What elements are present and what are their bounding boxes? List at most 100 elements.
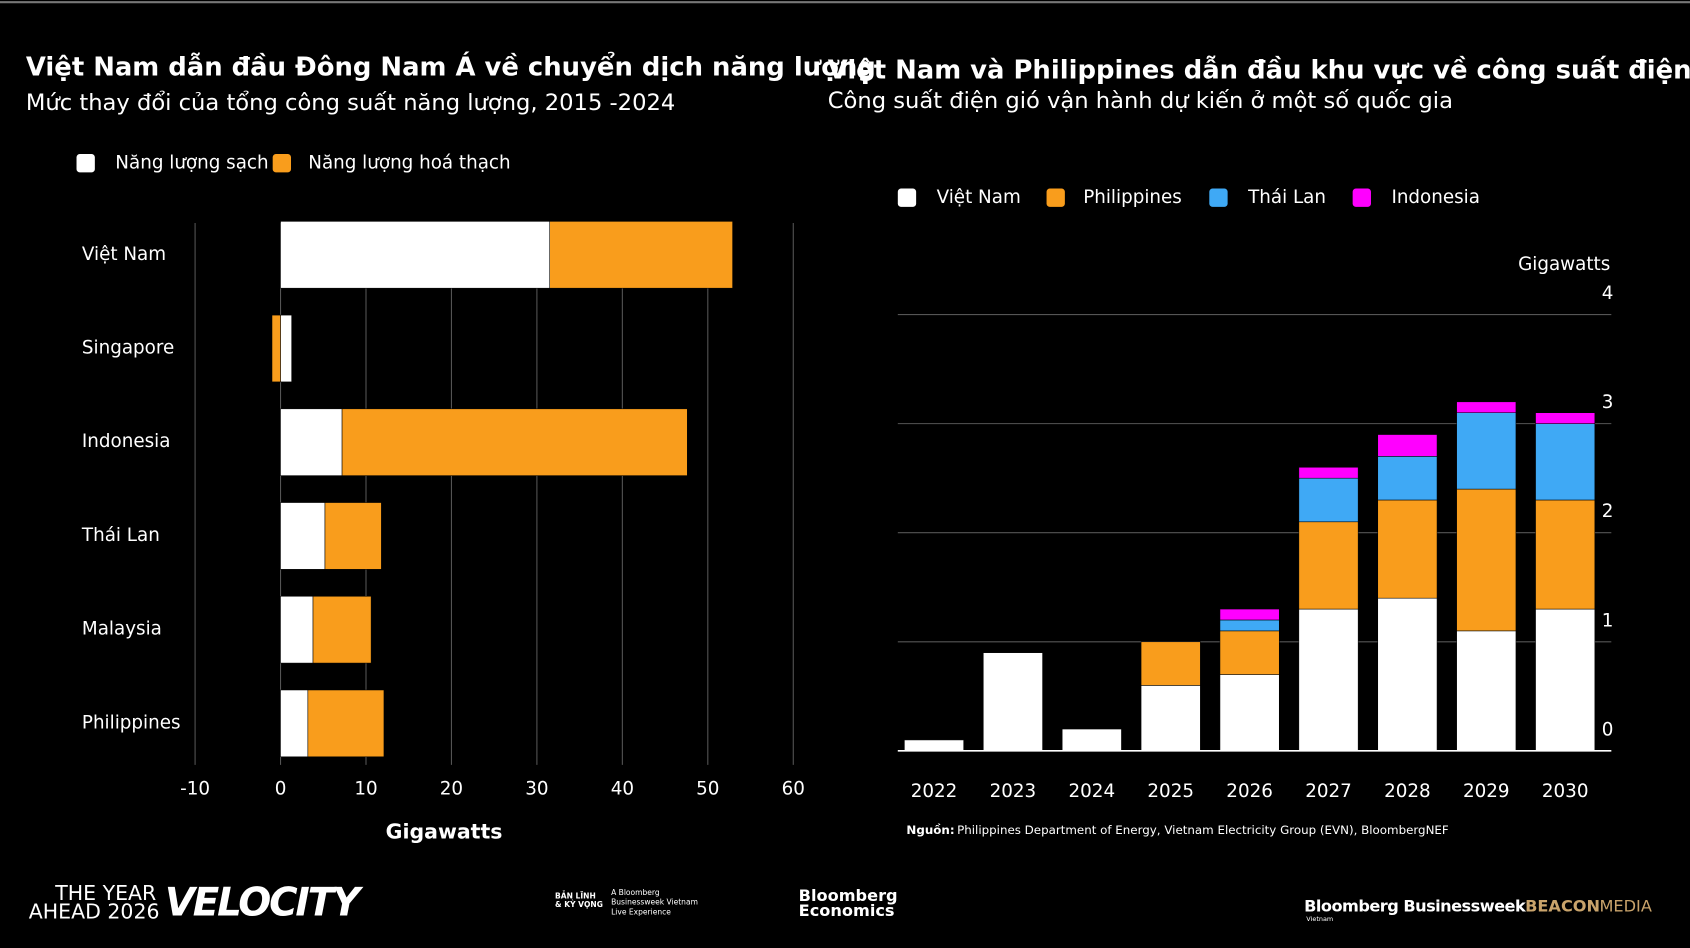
legend-swatch: [272, 154, 292, 173]
bar-segment: [280, 314, 292, 383]
y-tick-label: Indonesia: [82, 431, 171, 452]
bar-segment: [904, 739, 964, 752]
bar-segment: [1219, 608, 1280, 621]
y-tick-label: Thái Lan: [81, 525, 160, 546]
event-line: THE YEAR: [54, 881, 156, 905]
chart-subtitle: Mức thay đổi của tổng công suất năng lượ…: [26, 90, 675, 116]
bar-segment: [1298, 521, 1359, 610]
y-tick-label: 4: [1602, 283, 1614, 304]
bar-segment: [1140, 641, 1201, 686]
bar-segment: [1456, 412, 1517, 490]
event-line: AHEAD 2026: [29, 899, 160, 923]
x-tick-label: 2027: [1305, 781, 1352, 802]
economics-logo: Bloomberg: [799, 886, 898, 905]
beacon-logo: BEACON: [1525, 897, 1600, 916]
event-name: VELOCITY: [165, 880, 364, 925]
bar-segment: [1535, 412, 1596, 424]
legend-label: Năng lượng sạch: [115, 153, 268, 174]
bar-segment: [1298, 477, 1359, 523]
bar-segment: [1377, 499, 1438, 599]
bar-segment: [307, 689, 385, 758]
businessweek-logo: Bloomberg Businessweek: [1304, 897, 1527, 916]
bar-segment: [271, 314, 281, 383]
bar-segment: [1219, 630, 1280, 675]
y-axis-label: Gigawatts: [1518, 254, 1610, 275]
chart-title: Việt Nam dẫn đầu Đông Nam Á về chuyển dị…: [26, 49, 876, 82]
bar-segment: [1377, 597, 1438, 752]
businessweek-sub: Vietnam: [1306, 915, 1333, 923]
x-tick-label: 10: [354, 779, 377, 800]
experience: A Bloomberg: [611, 888, 660, 897]
legend-label: Việt Nam: [937, 187, 1021, 208]
x-tick-label: 40: [611, 779, 634, 800]
experience: Live Experience: [611, 907, 671, 916]
y-tick-label: 2: [1602, 501, 1614, 522]
bar-segment: [324, 502, 382, 570]
tagline: BẢN LĨNH: [555, 890, 596, 900]
legend-swatch: [1209, 188, 1228, 207]
footer: THE YEAR AHEAD 2026 VELOCITY BẢN LĨNH & …: [29, 880, 1652, 925]
bar-segment: [1456, 401, 1517, 413]
bar-segment: [1377, 456, 1438, 501]
x-tick-label: 2029: [1463, 781, 1510, 802]
legend-swatch: [1046, 188, 1065, 207]
bar-segment: [1535, 423, 1596, 501]
legend-label: Indonesia: [1391, 187, 1480, 208]
bar-segment: [280, 596, 314, 664]
x-tick-label: 20: [440, 779, 463, 800]
tagline: & KỲ VỌNG: [555, 900, 603, 909]
bar-segment: [1298, 608, 1359, 752]
x-tick-label: -10: [180, 779, 210, 800]
legend-swatch: [1352, 188, 1371, 207]
legend-swatch: [897, 188, 917, 207]
x-tick-label: 30: [525, 779, 548, 800]
economics-logo: Economics: [799, 901, 895, 920]
bar-segment: [1535, 608, 1596, 752]
beacon-logo: MEDIA: [1599, 897, 1651, 916]
x-tick-label: 0: [275, 779, 287, 800]
legend-label: Philippines: [1083, 187, 1182, 208]
y-tick-label: 0: [1602, 719, 1614, 740]
x-tick-label: 50: [696, 779, 719, 800]
bar-segment: [1140, 685, 1201, 752]
x-tick-label: 2022: [911, 781, 958, 802]
y-tick-label: 3: [1602, 392, 1614, 413]
bar-segment: [983, 652, 1043, 752]
bar-segment: [280, 221, 550, 289]
bar-segment: [1298, 466, 1359, 479]
y-tick-label: Singapore: [82, 338, 174, 359]
x-tick-label: 2026: [1226, 781, 1273, 802]
x-tick-label: 2023: [990, 781, 1037, 802]
x-tick-label: 2025: [1147, 781, 1194, 802]
bar-segment: [1535, 499, 1596, 610]
y-tick-label: Philippines: [82, 712, 181, 733]
bar-segment: [280, 502, 326, 570]
bar-segment: [1219, 674, 1280, 752]
bar-segment: [1456, 488, 1517, 632]
bar-segment: [1219, 619, 1280, 632]
x-tick-label: 2030: [1542, 781, 1589, 802]
bar-segment: [1061, 728, 1122, 752]
source: Philippines Department of Energy, Vietna…: [957, 823, 1449, 837]
bar-segment: [549, 221, 733, 289]
y-tick-label: Malaysia: [82, 619, 162, 640]
chart-subtitle: Công suất điện gió vận hành dự kiến ở mộ…: [828, 88, 1453, 114]
experience: Businessweek Vietnam: [611, 898, 698, 907]
legend-label: Năng lượng hoá thạch: [308, 153, 510, 174]
y-tick-label: Việt Nam: [82, 244, 166, 265]
legend-swatch: [76, 154, 95, 173]
bar-segment: [1456, 630, 1517, 752]
bar-segment: [280, 689, 309, 758]
bar-segment: [280, 408, 343, 476]
y-tick-label: 1: [1602, 610, 1614, 631]
x-tick-label: 60: [782, 779, 805, 800]
x-tick-label: 2028: [1384, 781, 1431, 802]
source-label: Nguồn:: [906, 823, 954, 837]
bar-segment: [341, 408, 688, 476]
legend-label: Thái Lan: [1247, 187, 1326, 208]
x-axis-label: Gigawatts: [386, 820, 503, 844]
bar-segment: [1377, 434, 1438, 457]
bar-segment: [312, 596, 372, 664]
